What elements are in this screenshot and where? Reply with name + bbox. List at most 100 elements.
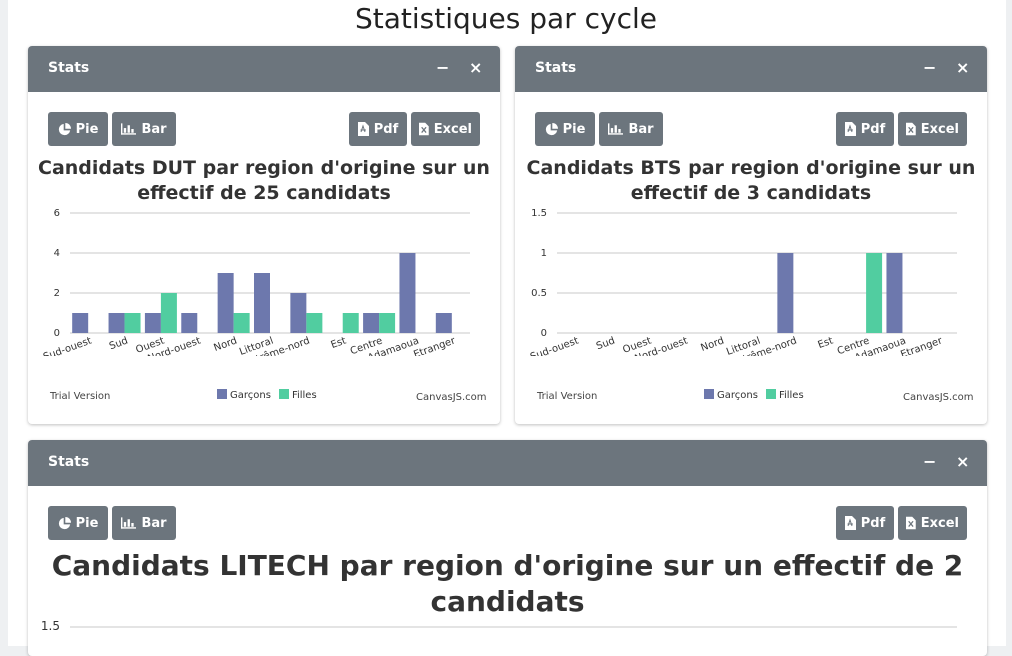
y-tick-label: 0 (54, 328, 60, 339)
bar-garcons[interactable] (399, 253, 416, 333)
canvasjs-credit-link[interactable]: CanvasJS.com (903, 392, 974, 403)
pdf-button-label: Pdf (860, 515, 886, 531)
trial-version-label: Trial Version (537, 391, 598, 402)
y-tick-label: 1.5 (531, 208, 547, 219)
stats-card-dut: Stats − × Pie Bar Pdf Excel Candidats DU… (28, 46, 500, 424)
bar-garcons[interactable] (181, 313, 198, 333)
bar-button[interactable]: Bar (112, 506, 176, 540)
file-excel-icon (906, 516, 916, 530)
close-button[interactable]: × (956, 452, 970, 471)
excel-button-label: Excel (433, 121, 472, 137)
pie-button-label: Pie (75, 515, 99, 531)
legend-label-garcons: Garçons (717, 390, 758, 401)
bar-button[interactable]: Bar (112, 112, 176, 146)
chart-title: Candidats LITECH par region d'origine su… (28, 548, 987, 620)
bar-garcons[interactable] (886, 253, 903, 333)
chart-legend: Garçons Filles (704, 389, 804, 401)
bar-button-label: Bar (141, 121, 167, 137)
legend-item-garcons[interactable]: Garçons (704, 389, 758, 401)
bar-garcons[interactable] (777, 253, 794, 333)
file-pdf-icon (844, 122, 856, 136)
bar-chart-icon (121, 123, 137, 135)
excel-button[interactable]: Excel (898, 506, 967, 540)
close-button[interactable]: × (956, 58, 970, 77)
bar-garcons[interactable] (217, 273, 234, 333)
pie-button-label: Pie (75, 121, 99, 137)
legend-swatch-garcons (704, 389, 714, 399)
minimize-button[interactable]: − (436, 58, 450, 77)
legend-item-garcons[interactable]: Garçons (217, 389, 271, 401)
bar-garcons[interactable] (144, 313, 161, 333)
pdf-button[interactable]: Pdf (836, 112, 894, 146)
y-tick-label: 0.5 (531, 288, 547, 299)
x-tick-label: Sud (595, 335, 617, 352)
pie-button[interactable]: Pie (535, 112, 595, 146)
card-header: Stats − × (28, 46, 500, 92)
bar-filles[interactable] (124, 313, 141, 333)
bar-filles[interactable] (379, 313, 396, 333)
card-header-title: Stats (535, 60, 577, 76)
legend-swatch-filles (765, 389, 776, 399)
legend-item-filles[interactable]: Filles (765, 389, 804, 401)
pie-button[interactable]: Pie (48, 112, 108, 146)
minimize-button[interactable]: − (923, 452, 937, 471)
legend-item-filles[interactable]: Filles (278, 389, 317, 401)
bar-garcons[interactable] (254, 273, 270, 333)
bar-chart-icon (608, 123, 624, 135)
bar-button[interactable]: Bar (599, 112, 663, 146)
chart-title: Candidats DUT par region d'origine sur u… (28, 156, 500, 206)
pie-chart-icon (58, 516, 71, 529)
trial-version-label: Trial Version (50, 391, 111, 402)
bar-filles[interactable] (866, 253, 883, 333)
pie-chart-icon (545, 122, 558, 135)
card-header: Stats − × (28, 440, 987, 486)
x-tick-label: Est (329, 335, 347, 351)
x-tick-label: Sud-ouest (529, 335, 580, 356)
excel-button[interactable]: Excel (411, 112, 480, 146)
y-tick-label: 0 (541, 328, 547, 339)
excel-button[interactable]: Excel (898, 112, 967, 146)
close-button[interactable]: × (469, 58, 483, 77)
chart-title: Candidats BTS par region d'origine sur u… (515, 156, 987, 206)
pie-chart-icon (58, 122, 71, 135)
minimize-button[interactable]: − (923, 58, 937, 77)
chart-title-line-1: Candidats DUT par region d'origine sur u… (38, 157, 490, 179)
pdf-button[interactable]: Pdf (836, 506, 894, 540)
card-header-title: Stats (48, 60, 90, 76)
legend-swatch-filles (278, 389, 289, 399)
chart-title-line-2: candidats (430, 585, 585, 618)
pie-button[interactable]: Pie (48, 506, 108, 540)
x-tick-label: Est (816, 335, 834, 351)
x-tick-label: Nord (699, 335, 725, 354)
excel-button-label: Excel (920, 121, 959, 137)
bar-garcons[interactable] (363, 313, 380, 333)
x-tick-label: Sud-ouest (42, 335, 93, 356)
y-tick-label: 1.5 (41, 620, 60, 633)
page-title: Statistiques par cycle (355, 2, 657, 35)
bar-garcons[interactable] (290, 293, 307, 333)
card-header: Stats − × (515, 46, 987, 92)
stats-card-litech: Stats − × Pie Bar Pdf Excel Candidats LI… (28, 440, 987, 656)
bar-filles[interactable] (233, 313, 250, 333)
file-pdf-icon (357, 122, 369, 136)
bar-filles[interactable] (306, 313, 323, 333)
pdf-button[interactable]: Pdf (349, 112, 407, 146)
bar-button-label: Bar (141, 515, 167, 531)
stats-card-bts: Stats − × Pie Bar Pdf Excel Candidats BT… (515, 46, 987, 424)
legend-label-filles: Filles (291, 390, 317, 401)
bar-garcons[interactable] (435, 313, 452, 333)
canvasjs-credit-link[interactable]: CanvasJS.com (416, 392, 487, 403)
bar-garcons[interactable] (72, 313, 89, 333)
y-tick-label: 2 (54, 288, 60, 299)
pdf-button-label: Pdf (373, 121, 399, 137)
chart-legend: Garçons Filles (217, 389, 317, 401)
x-tick-label: Nord (212, 335, 238, 354)
x-tick-label: Sud (108, 335, 130, 352)
bar-filles[interactable] (160, 293, 177, 333)
bar-filles[interactable] (342, 313, 359, 333)
card-header-title: Stats (48, 454, 90, 470)
pie-button-label: Pie (562, 121, 586, 137)
chart-title-line-2: effectif de 25 candidats (137, 182, 391, 204)
bar-garcons[interactable] (108, 313, 125, 333)
